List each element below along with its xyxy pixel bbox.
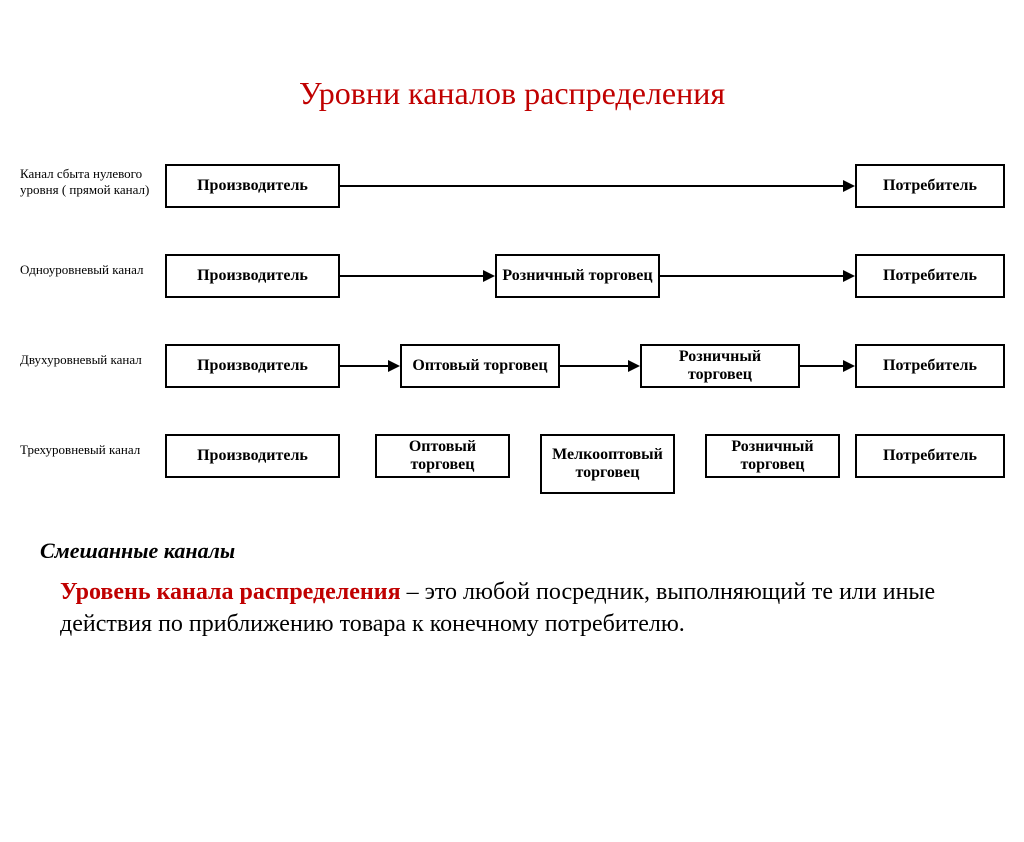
arrow-line bbox=[340, 365, 388, 367]
flow-node: Производитель bbox=[165, 254, 340, 298]
flow-row: Двухуровневый канал Производитель Оптовый … bbox=[20, 340, 1024, 430]
arrow-line bbox=[560, 365, 628, 367]
definition-text: Уровень канала распределения – это любой… bbox=[60, 576, 984, 641]
arrow-head-icon bbox=[388, 360, 400, 372]
flow-node: Оптовый торговец bbox=[375, 434, 510, 478]
flow-node: Потребитель bbox=[855, 434, 1005, 478]
flow-node: Производитель bbox=[165, 434, 340, 478]
arrow-head-icon bbox=[628, 360, 640, 372]
flow-node: Мелкооптовый торговец bbox=[540, 434, 675, 494]
flow-row: Канал сбыта нулевого уровня ( прямой кан… bbox=[20, 160, 1024, 250]
flow-node: Потребитель bbox=[855, 164, 1005, 208]
flowchart-area: Канал сбыта нулевого уровня ( прямой кан… bbox=[20, 160, 1024, 520]
row-label: Канал сбыта нулевого уровня ( прямой кан… bbox=[20, 166, 155, 199]
flow-node: Розничный торговец bbox=[705, 434, 840, 478]
flow-node: Производитель bbox=[165, 344, 340, 388]
page-title: Уровни каналов распределения bbox=[0, 75, 1024, 112]
flow-node: Производитель bbox=[165, 164, 340, 208]
arrow-head-icon bbox=[843, 270, 855, 282]
flow-row: Трехуровневый канал Производитель Оптовый … bbox=[20, 430, 1024, 520]
arrow-head-icon bbox=[843, 180, 855, 192]
row-label: Трехуровневый канал bbox=[20, 442, 155, 458]
arrow-line bbox=[340, 275, 483, 277]
flow-node: Потребитель bbox=[855, 344, 1005, 388]
row-label: Одноуровневый канал bbox=[20, 262, 155, 278]
flow-node: Розничный торговец bbox=[495, 254, 660, 298]
arrow-line bbox=[340, 185, 843, 187]
flow-node: Потребитель bbox=[855, 254, 1005, 298]
flow-row: Одноуровневый канал Производитель Розничны… bbox=[20, 250, 1024, 340]
arrow-head-icon bbox=[483, 270, 495, 282]
arrow-line bbox=[660, 275, 843, 277]
row-label: Двухуровневый канал bbox=[20, 352, 155, 368]
arrow-head-icon bbox=[843, 360, 855, 372]
subtitle: Смешанные каналы bbox=[40, 538, 1024, 564]
arrow-line bbox=[800, 365, 843, 367]
flow-node: Розничный торговец bbox=[640, 344, 800, 388]
definition-term: Уровень канала распределения bbox=[60, 579, 401, 605]
flow-node: Оптовый торговец bbox=[400, 344, 560, 388]
